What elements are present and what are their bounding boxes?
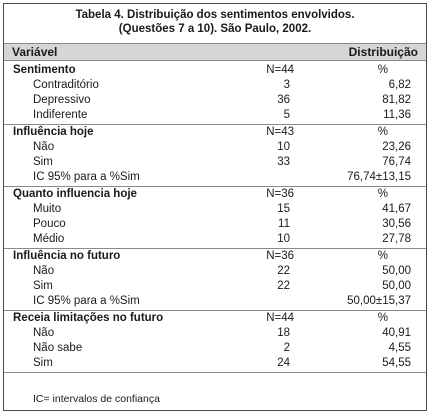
row-value: 23,26: [382, 141, 411, 153]
row-label: Depressivo: [33, 94, 91, 106]
row-value: 27,78: [382, 233, 411, 245]
row-value: 30,56: [382, 218, 411, 230]
table-row: IC 95% para a %Sim 76,74±13,15: [4, 170, 426, 185]
group-title: Receia limitações no futuro: [13, 312, 164, 324]
row-label: Médio: [33, 233, 65, 245]
table-row: Não 18 40,91: [4, 326, 426, 341]
group-title-row: Influência no futuro N=36 %: [4, 249, 426, 264]
row-label: Indiferente: [33, 109, 88, 121]
row-count: 3: [283, 79, 290, 91]
group-influencia-hoje: Influência hoje N=43 % Não 10 23,26 Sim …: [4, 125, 426, 187]
group-n: N=44: [266, 64, 294, 76]
row-value: 40,91: [382, 327, 411, 339]
header-variable: Variável: [12, 45, 58, 59]
row-value: 76,74±13,15: [347, 171, 411, 183]
table-row: Não 10 23,26: [4, 140, 426, 155]
table-caption: Tabela 4. Distribuição dos sentimentos e…: [4, 4, 426, 38]
group-title: Influência no futuro: [13, 250, 121, 262]
group-unit: %: [377, 126, 388, 138]
row-value: 6,82: [388, 79, 411, 91]
table-body: Sentimento N=44 % Contraditório 3 6,82 D…: [4, 63, 426, 373]
row-count: 2: [283, 342, 290, 354]
table-row: Médio 10 27,78: [4, 232, 426, 247]
table-header: Variável Distribuição: [4, 43, 426, 61]
table-row: Indiferente 5 11,36: [4, 108, 426, 123]
row-count: 10: [277, 141, 290, 153]
row-label: IC 95% para a %Sim: [33, 295, 140, 307]
header-distribution: Distribuição: [348, 45, 418, 59]
group-n: N=44: [266, 312, 294, 324]
row-count: 33: [277, 156, 290, 168]
row-value: 4,55: [388, 342, 411, 354]
table-row: Muito 15 41,67: [4, 202, 426, 217]
group-title: Sentimento: [13, 64, 76, 76]
row-count: 22: [277, 280, 290, 292]
group-receia-limitacoes: Receia limitações no futuro N=44 % Não 1…: [4, 311, 426, 373]
group-title-row: Influência hoje N=43 %: [4, 125, 426, 140]
row-count: 18: [277, 327, 290, 339]
group-title: Influência hoje: [13, 126, 94, 138]
row-label: Não: [33, 265, 55, 277]
row-count: 24: [277, 357, 290, 369]
row-value: 50,00: [382, 265, 411, 277]
row-count: 36: [277, 94, 290, 106]
group-title: Quanto influencia hoje: [13, 188, 137, 200]
row-label: Não: [33, 327, 55, 339]
table-row: Sim 24 54,55: [4, 356, 426, 371]
table-row: Sim 22 50,00: [4, 279, 426, 294]
row-value: 54,55: [382, 357, 411, 369]
row-count: 5: [283, 109, 290, 121]
row-label: Não sabe: [33, 342, 83, 354]
row-value: 50,00±15,37: [347, 295, 411, 307]
group-sentimento: Sentimento N=44 % Contraditório 3 6,82 D…: [4, 63, 426, 125]
row-value: 81,82: [382, 94, 411, 106]
table-frame: Tabela 4. Distribuição dos sentimentos e…: [3, 3, 427, 411]
group-unit: %: [377, 312, 388, 324]
table-row: Sim 33 76,74: [4, 155, 426, 170]
row-value: 11,36: [383, 109, 411, 121]
group-quanto-influencia-hoje: Quanto influencia hoje N=36 % Muito 15 4…: [4, 187, 426, 249]
group-n: N=36: [266, 188, 294, 200]
table-row: Não 22 50,00: [4, 264, 426, 279]
row-count: 11: [278, 218, 290, 230]
caption-line-1: Tabela 4. Distribuição dos sentimentos e…: [75, 9, 355, 21]
group-title-row: Sentimento N=44 %: [4, 63, 426, 78]
table-row: Pouco 11 30,56: [4, 217, 426, 232]
caption-line-2: (Questões 7 a 10). São Paulo, 2002.: [118, 23, 312, 35]
group-unit: %: [377, 188, 388, 200]
table-row: Depressivo 36 81,82: [4, 93, 426, 108]
row-count: 10: [277, 233, 290, 245]
row-value: 76,74: [382, 156, 411, 168]
table-row: Contraditório 3 6,82: [4, 78, 426, 93]
group-n: N=36: [266, 250, 294, 262]
row-value: 50,00: [382, 280, 411, 292]
row-label: Contraditório: [33, 79, 99, 91]
row-count: 15: [277, 203, 290, 215]
row-label: Sim: [33, 280, 53, 292]
group-title-row: Receia limitações no futuro N=44 %: [4, 311, 426, 326]
table-row: IC 95% para a %Sim 50,00±15,37: [4, 294, 426, 309]
row-value: 41,67: [382, 203, 411, 215]
group-n: N=43: [266, 126, 294, 138]
group-influencia-no-futuro: Influência no futuro N=36 % Não 22 50,00…: [4, 249, 426, 311]
group-unit: %: [377, 64, 388, 76]
row-label: Não: [33, 141, 55, 153]
group-unit: %: [377, 250, 388, 262]
row-label: Muito: [33, 203, 62, 215]
row-label: Sim: [33, 357, 53, 369]
row-label: Sim: [33, 156, 53, 168]
row-label: IC 95% para a %Sim: [33, 171, 140, 183]
table-footnote: IC= intervalos de confiança: [33, 393, 160, 405]
row-count: 22: [277, 265, 290, 277]
row-label: Pouco: [33, 218, 66, 230]
group-title-row: Quanto influencia hoje N=36 %: [4, 187, 426, 202]
table-row: Não sabe 2 4,55: [4, 341, 426, 356]
